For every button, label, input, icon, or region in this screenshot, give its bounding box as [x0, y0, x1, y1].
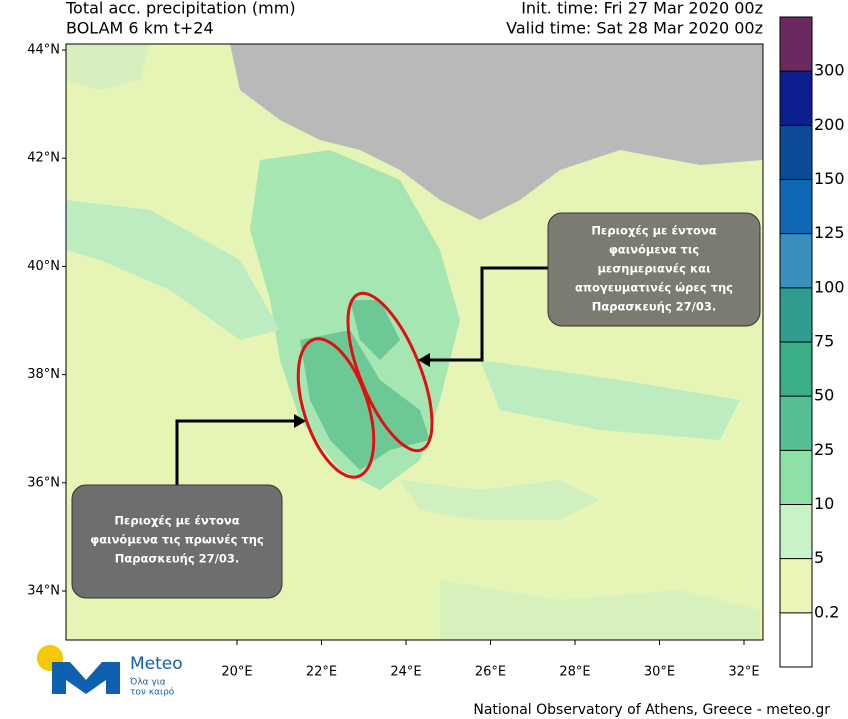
colorbar-label: 75 — [814, 332, 834, 351]
lon-label: 24°E — [390, 665, 421, 680]
logo-name: Meteo — [130, 654, 183, 674]
lon-label: 20°E — [221, 665, 252, 680]
colorbar-label: 5 — [814, 548, 824, 567]
lat-label: 38°N — [27, 367, 60, 382]
title: Total acc. precipitation (mm) — [65, 0, 296, 18]
colorbar-bin — [780, 17, 812, 72]
colorbar-bin — [780, 233, 812, 288]
annotation-text: Περιοχές με έντονα — [591, 224, 716, 238]
annotation-text: φαινόμενα τις — [609, 243, 700, 257]
logo-mark — [52, 662, 120, 694]
lat-label: 36°N — [27, 475, 60, 490]
lon-label: 32°E — [728, 665, 759, 680]
colorbar-label: 100 — [814, 277, 845, 296]
footer: National Observatory of Athens, Greece -… — [473, 702, 830, 718]
arrow-head — [418, 353, 430, 367]
init-time: Init. time: Fri 27 Mar 2020 00z — [521, 0, 763, 18]
colorbar-bin — [780, 125, 812, 180]
colorbar-bin — [780, 450, 812, 505]
precip-area — [480, 360, 740, 440]
colorbar-label: 0.2 — [814, 602, 839, 621]
colorbar-label: 125 — [814, 223, 845, 242]
colorbar-bin — [780, 342, 812, 397]
lon-label: 30°E — [644, 665, 675, 680]
colorbar-bin — [780, 504, 812, 559]
annotation-text: μεσημεριανές και — [597, 262, 710, 276]
model: BOLAM 6 km t+24 — [66, 19, 214, 38]
logo-tagline: τον καιρό — [130, 687, 175, 698]
colorbar-bin — [780, 396, 812, 451]
precip-area — [66, 200, 280, 340]
colorbar-label: 10 — [814, 494, 834, 513]
colorbar-label: 300 — [814, 61, 845, 80]
lat-label: 40°N — [27, 259, 60, 274]
map — [65, 43, 764, 641]
annotation-text: απογευματινές ώρες της — [575, 281, 733, 295]
colorbar-bin — [780, 558, 812, 613]
precip-area — [66, 44, 150, 90]
highlight-ellipse — [296, 337, 376, 479]
logo: Meteo Όλα για τον καιρό — [37, 645, 183, 698]
map-frame — [65, 43, 764, 641]
valid-time: Valid time: Sat 28 Mar 2020 00z — [506, 19, 763, 38]
annotation-text: Περιοχές με έντονα — [114, 514, 239, 528]
lon-label: 26°E — [475, 665, 506, 680]
colorbar: 300 200 150 125 100 75 50 25 10 5 0.2 — [779, 16, 845, 668]
colorbar-label: 200 — [814, 115, 845, 134]
colorbar-label: 25 — [814, 440, 834, 459]
colorbar-label: 50 — [814, 386, 834, 405]
annotation-box — [71, 484, 283, 599]
lon-label: 28°E — [559, 665, 590, 680]
lat-label: 42°N — [27, 151, 60, 166]
precip-area — [350, 300, 400, 360]
lat-label: 34°N — [27, 584, 60, 599]
lat-label: 44°N — [27, 43, 60, 58]
annotation-text: φαινόμενα τις πρωινές της — [90, 533, 264, 547]
colorbar-bin — [780, 179, 812, 234]
precip-area — [300, 330, 430, 470]
colorbar-bin — [780, 71, 812, 126]
colorbar-bin — [780, 287, 812, 342]
annotation-box — [547, 212, 761, 327]
lon-label: 22°E — [306, 665, 337, 680]
arrow — [426, 266, 548, 362]
precip-area — [400, 480, 600, 520]
arrow-head — [294, 414, 306, 428]
arrow — [175, 419, 296, 485]
land-outside — [230, 44, 763, 220]
colorbar-bin — [780, 612, 812, 667]
precip-area — [440, 580, 760, 640]
colorbar-label: 150 — [814, 169, 845, 188]
annotation-text: Παρασκευής 27/03. — [115, 552, 240, 566]
annotation-text: Παρασκευής 27/03. — [592, 300, 717, 314]
logo-tagline: Όλα για — [129, 677, 166, 688]
